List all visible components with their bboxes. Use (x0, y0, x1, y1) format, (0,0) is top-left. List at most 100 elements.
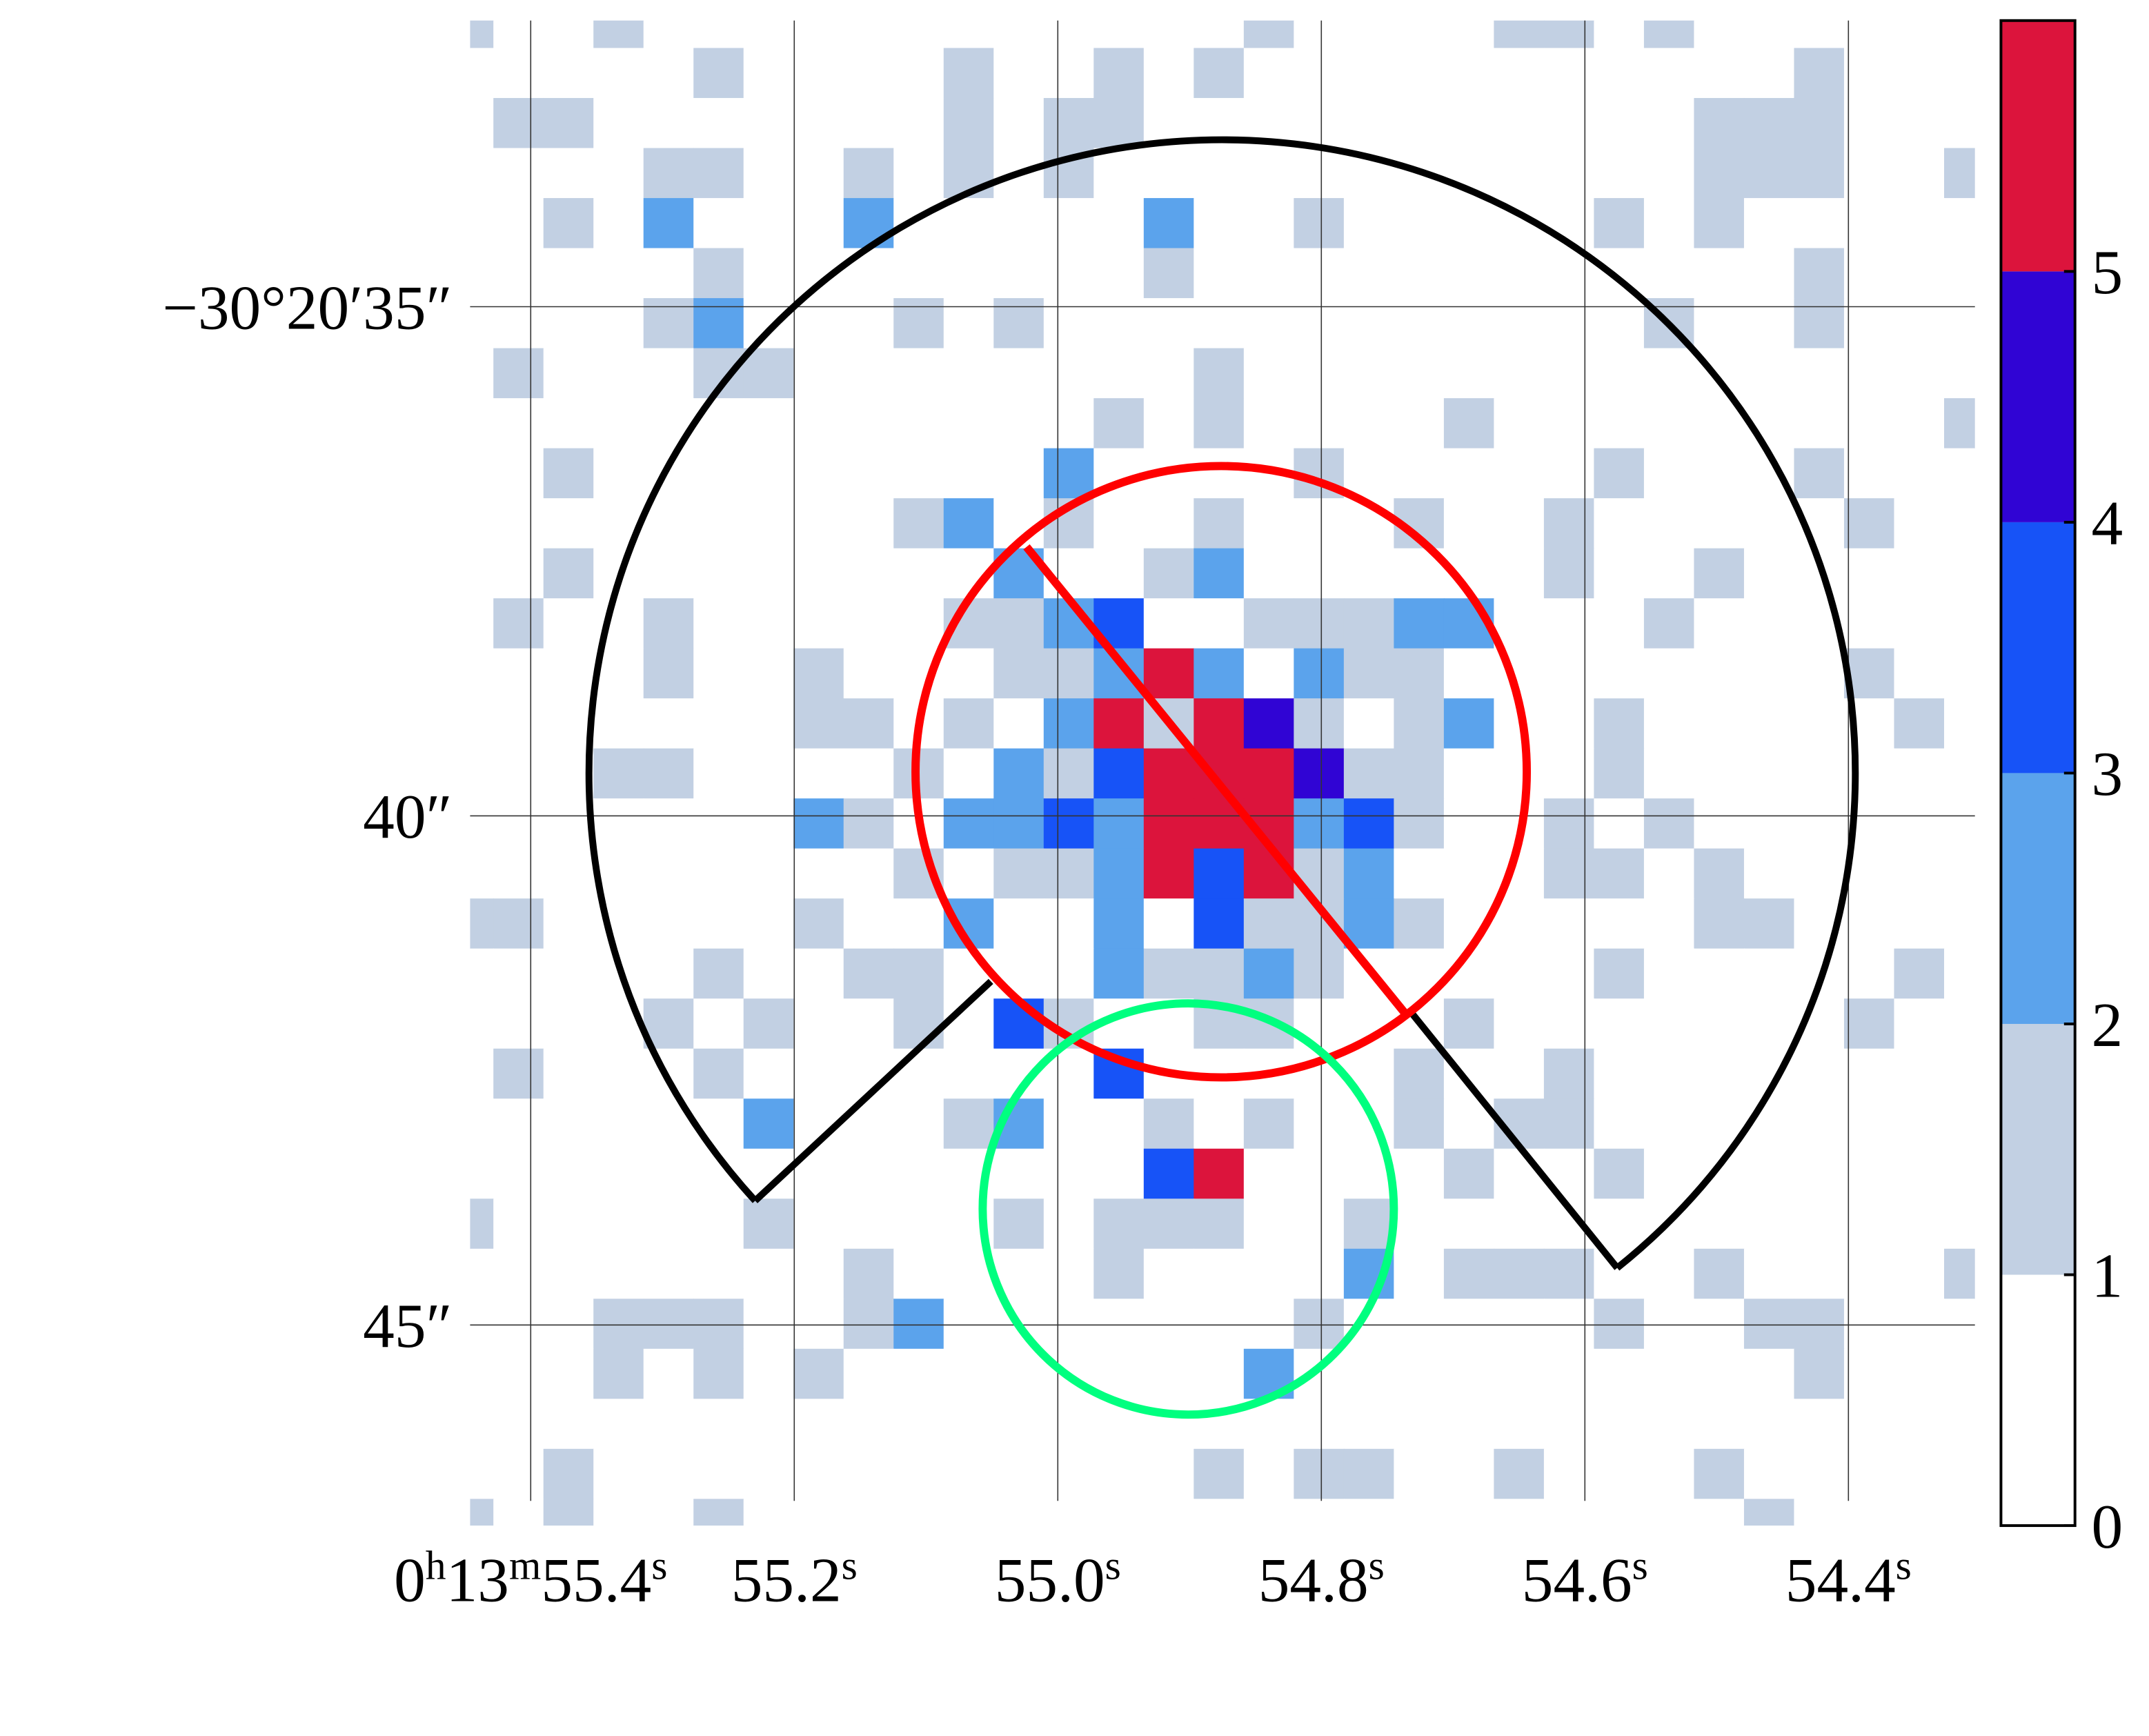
x-tick-label: 54.4s (1785, 1543, 1912, 1615)
pixel (1343, 598, 1395, 649)
pixel (1243, 1499, 1295, 1526)
pixel (843, 848, 895, 899)
pixel (1794, 148, 1845, 199)
pixel (1943, 198, 1975, 249)
pixel (543, 1048, 595, 1100)
pixel (493, 298, 544, 349)
pixel (943, 398, 995, 449)
pixel (1494, 1248, 1545, 1300)
pixel (643, 698, 695, 749)
pixel (1743, 998, 1795, 1049)
pixel (693, 1399, 744, 1450)
pixel (1243, 1299, 1295, 1350)
pixel (1843, 998, 1895, 1049)
pixel (693, 1299, 744, 1350)
pixel (993, 398, 1044, 449)
pixel (1643, 748, 1695, 799)
pixel (693, 748, 744, 799)
pixel (643, 498, 695, 549)
pixel (743, 648, 795, 699)
pixel (793, 1248, 844, 1300)
pixel (1794, 648, 1845, 699)
pixel (693, 698, 744, 749)
pixel (1143, 298, 1195, 349)
pixel (1643, 198, 1695, 249)
pixel (1394, 748, 1445, 799)
pixel (1543, 448, 1595, 499)
pixel (1093, 1499, 1145, 1526)
pixel (993, 1148, 1044, 1200)
pixel (1894, 648, 1945, 699)
pixel (1694, 898, 1745, 949)
pixel (1543, 1299, 1595, 1350)
pixel (743, 198, 795, 249)
pixel (843, 198, 895, 249)
pixel (1294, 698, 1345, 749)
pixel (1394, 598, 1445, 649)
pixel (1843, 748, 1895, 799)
pixel (693, 798, 744, 849)
pixel (493, 848, 544, 899)
pixel (943, 498, 995, 549)
pixel (1143, 848, 1195, 899)
pixel (1243, 1248, 1295, 1300)
pixel (470, 598, 494, 649)
pixel (1494, 1199, 1545, 1250)
pixel (693, 548, 744, 599)
pixel (893, 1048, 944, 1100)
pixel (1294, 198, 1345, 249)
pixel (793, 998, 844, 1049)
pixel (470, 1348, 494, 1400)
pixel (843, 1448, 895, 1500)
pixel (1743, 1399, 1795, 1450)
colorbar-swatch (2001, 1023, 2075, 1275)
pixel (643, 1299, 695, 1350)
pixel (743, 848, 795, 899)
pixel (1743, 848, 1795, 899)
pixel (593, 1448, 644, 1500)
x-tick-label: 54.6s (1522, 1543, 1648, 1615)
pixel (1093, 1098, 1145, 1150)
pixel (793, 648, 844, 699)
pixel (693, 998, 744, 1049)
pixel (1743, 1499, 1795, 1526)
pixel (693, 1098, 744, 1150)
pixel (1443, 698, 1495, 749)
pixel (643, 348, 695, 399)
pixel (1494, 298, 1545, 349)
pixel (1494, 1299, 1545, 1350)
pixel (470, 1499, 494, 1526)
pixel (1794, 1348, 1845, 1400)
pixel (1043, 1399, 1095, 1450)
pixel (993, 948, 1044, 1000)
pixel (693, 948, 744, 1000)
pixel (1743, 248, 1795, 299)
pixel (1894, 898, 1945, 949)
pixel (1794, 1248, 1845, 1300)
pixel (1093, 1248, 1145, 1300)
pixel (1594, 698, 1645, 749)
pixel (1543, 298, 1595, 349)
pixel (1843, 1098, 1895, 1150)
pixel (593, 1399, 644, 1450)
pixel (1194, 1448, 1245, 1500)
pixel (493, 1199, 544, 1250)
pixel (643, 248, 695, 299)
pixel (470, 1098, 494, 1150)
pixel (1443, 1499, 1495, 1526)
pixel (1943, 1499, 1975, 1526)
pixel (643, 1399, 695, 1450)
pixel (593, 1048, 644, 1100)
pixel (693, 1448, 744, 1500)
pixel (1443, 748, 1495, 799)
pixel (1194, 1148, 1245, 1200)
pixel (693, 448, 744, 499)
pixel (1093, 248, 1145, 299)
pixel (1694, 1248, 1745, 1300)
pixel (1394, 1348, 1445, 1400)
pixel (1443, 98, 1495, 149)
pixel (1794, 1499, 1845, 1526)
pixel (543, 948, 595, 1000)
pixel (1093, 1348, 1145, 1400)
pixel (1643, 1299, 1695, 1350)
